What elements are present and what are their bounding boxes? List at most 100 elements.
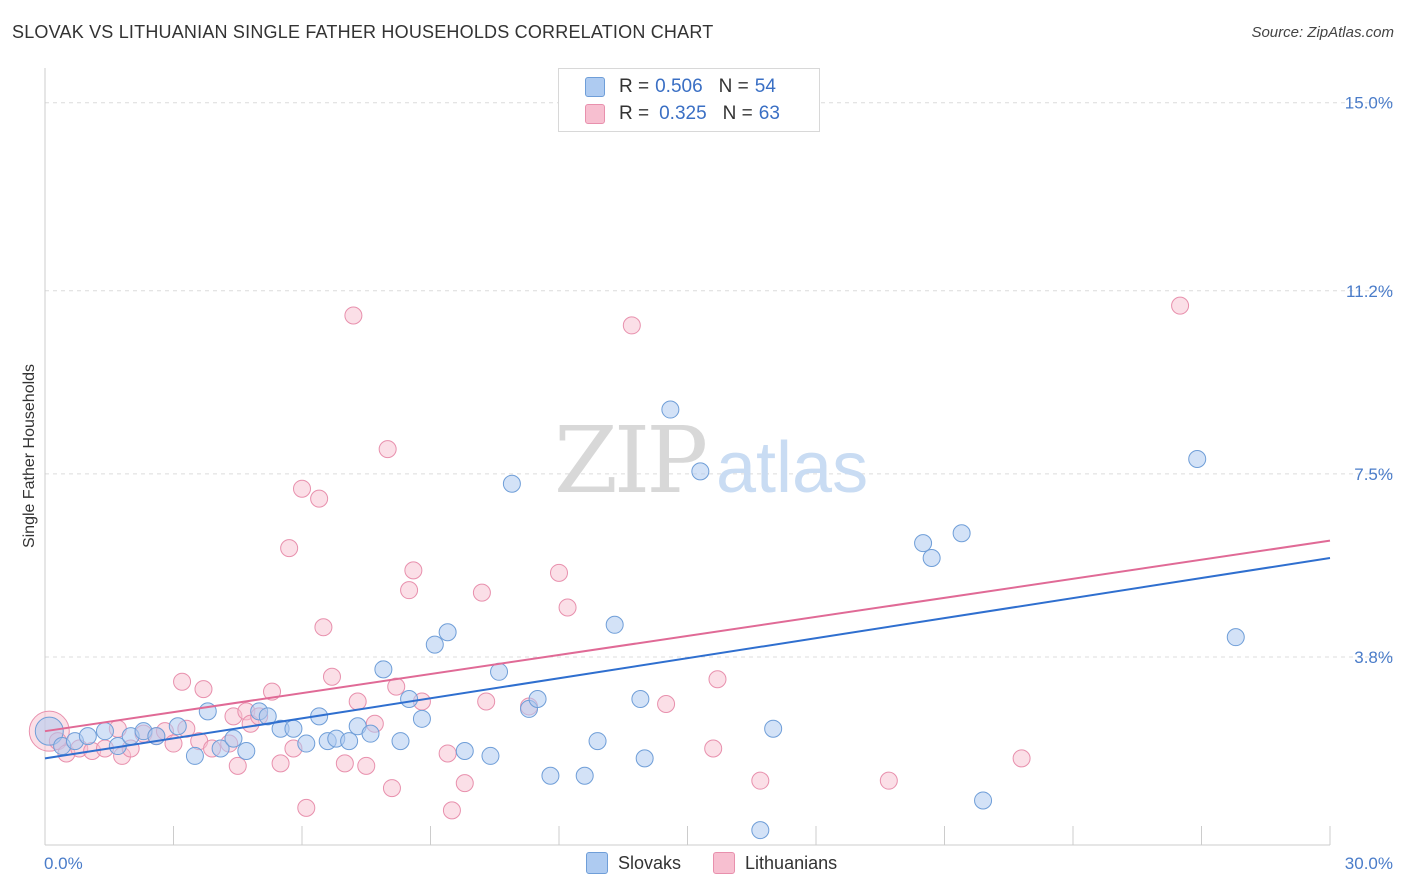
slovaks-point-13 [224, 729, 243, 748]
lithuanians-point-29 [297, 798, 316, 817]
slovaks-point-12 [211, 739, 230, 758]
lithuanians-n-label: N = [722, 103, 753, 124]
series-legend: Slovaks Lithuanians [586, 852, 869, 874]
lithuanians-r-value: 0.325 [659, 103, 707, 124]
lithuanians-swatch [585, 104, 605, 124]
slovaks-point-39 [575, 766, 594, 785]
lithuanians-point-26 [280, 539, 299, 558]
slovaks-point-10 [185, 746, 204, 765]
slovaks-point-4 [95, 722, 114, 741]
lithuanians-point-55 [708, 670, 727, 689]
lithuanians-point-56 [751, 771, 770, 790]
slovaks-point-40 [588, 732, 607, 751]
lithuanians-point-13 [173, 672, 192, 691]
y-tick-label-0: 3.8% [1354, 648, 1393, 667]
lithuanians-point-31 [314, 618, 333, 637]
slovaks-point-53 [1226, 628, 1245, 647]
lithuanians-point-33 [335, 754, 354, 773]
slovaks-point-41 [605, 615, 624, 634]
slovaks-n-value: 54 [754, 76, 776, 97]
watermark-zip: ZIP [554, 407, 705, 514]
lithuanians-points [28, 296, 1190, 820]
chart-title: SLOVAK VS LITHUANIAN SINGLE FATHER HOUSE… [12, 22, 714, 42]
slovaks-point-43 [635, 749, 654, 768]
lithuanians-point-51 [558, 598, 577, 617]
x-tick-label-0: 0.0% [44, 854, 83, 873]
slovaks-point-35 [502, 474, 521, 493]
slovaks-point-18 [284, 719, 303, 738]
slovaks-n-label: N = [718, 76, 749, 97]
slovaks-point-16 [258, 707, 277, 726]
slovaks-point-9 [168, 717, 187, 736]
slovaks-point-42 [631, 690, 650, 709]
lithuanians-point-41 [400, 581, 419, 600]
slovaks-point-30 [425, 635, 444, 654]
slovaks-point-46 [751, 821, 770, 840]
legend-row-slovaks: R = 0.506 N = 54 [585, 75, 776, 99]
slovaks-trend-line [44, 557, 1331, 760]
legend-row-lithuanians: R = 0.325 N = 63 [585, 102, 780, 126]
slovaks-r-label: R = [619, 76, 650, 97]
lithuanians-point-28 [293, 479, 311, 498]
lithuanians-point-32 [322, 667, 341, 686]
lithuanians-point-52 [622, 316, 641, 335]
lithuanians-point-48 [477, 692, 496, 711]
lithuanians-point-57 [879, 771, 898, 790]
slovaks-point-52 [1188, 450, 1207, 469]
trend-lines [44, 539, 1331, 760]
y-axis-label: Single Father Households [21, 364, 38, 548]
slovaks-legend-label: Slovaks [618, 852, 682, 873]
slovaks-point-45 [691, 462, 710, 481]
x-tick-label-1: 30.0% [1345, 854, 1393, 873]
slovaks-point-32 [455, 741, 474, 760]
correlation-legend: R = 0.506 N = 54 R = 0.325 N = 63 [558, 68, 820, 132]
slovaks-point-50 [952, 524, 971, 543]
legend-item-slovaks[interactable]: Slovaks [586, 852, 681, 874]
lithuanians-point-35 [348, 692, 367, 711]
y-tick-label-3: 15.0% [1345, 94, 1393, 113]
lithuanians-point-30 [310, 489, 329, 508]
lithuanians-point-44 [438, 744, 457, 763]
watermark-atlas: atlas [716, 428, 868, 508]
lithuanians-point-45 [442, 801, 461, 820]
lithuanians-n-value: 63 [758, 103, 780, 124]
lithuanians-point-58 [1012, 749, 1031, 768]
lithuanians-point-47 [472, 583, 491, 602]
y-tick-label-1: 7.5% [1354, 465, 1393, 484]
lithuanians-point-20 [228, 756, 247, 775]
lithuanians-r-label: R = [619, 103, 650, 124]
lithuanians-point-38 [378, 440, 397, 459]
lithuanians-point-54 [704, 739, 723, 758]
slovaks-point-48 [914, 534, 933, 553]
y-tick-label-2: 11.2% [1346, 282, 1393, 301]
lithuanians-point-59 [1171, 296, 1190, 315]
grid-lines [45, 102, 1396, 658]
lithuanians-point-25 [271, 754, 290, 773]
source-label: Source: ZipAtlas.com [1251, 24, 1394, 41]
slovaks-point-23 [340, 732, 359, 751]
slovaks-r-value: 0.506 [655, 76, 703, 97]
slovaks-point-3 [78, 727, 97, 746]
slovaks-points [34, 400, 1245, 840]
legend-item-lithuanians[interactable]: Lithuanians [713, 852, 837, 874]
lithuanians-point-50 [550, 563, 568, 582]
slovaks-point-29 [412, 709, 431, 728]
slovaks-point-25 [361, 724, 380, 743]
lithuanians-point-34 [344, 306, 363, 325]
lithuanians-trend-line [44, 539, 1331, 733]
slovaks-point-19 [297, 734, 316, 753]
slovaks-point-31 [438, 623, 457, 642]
slovaks-legend-swatch [586, 852, 608, 874]
slovaks-point-37 [528, 690, 547, 709]
watermark: ZIP atlas [554, 407, 868, 514]
slovaks-point-47 [764, 719, 783, 738]
lithuanians-point-53 [657, 694, 676, 713]
lithuanians-point-46 [455, 774, 474, 793]
lithuanians-point-39 [382, 779, 401, 798]
lithuanians-point-24 [263, 682, 282, 701]
slovaks-point-51 [974, 791, 993, 810]
lithuanians-legend-label: Lithuanians [745, 852, 838, 873]
slovaks-swatch [585, 77, 605, 97]
lithuanians-point-42 [404, 561, 423, 580]
